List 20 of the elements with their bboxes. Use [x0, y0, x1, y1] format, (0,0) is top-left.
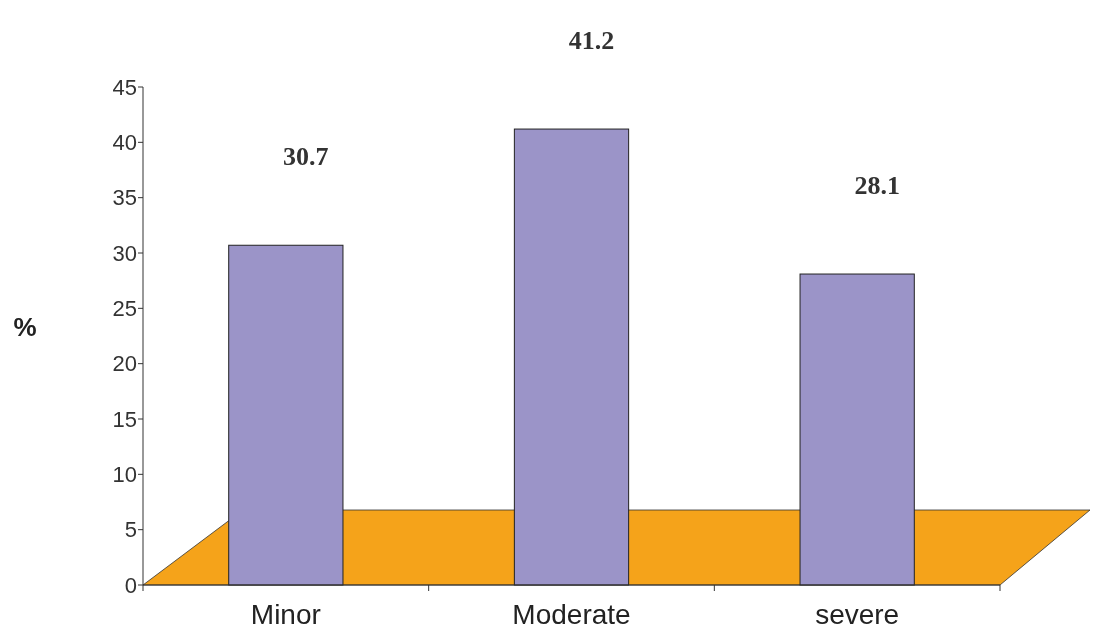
bar — [228, 244, 344, 586]
bar — [513, 128, 630, 586]
y-tick-label: 15 — [112, 406, 137, 432]
y-tick-label: 0 — [124, 572, 137, 598]
y-tick-label: 45 — [112, 74, 137, 100]
bar — [799, 273, 915, 586]
x-tick-label: Moderate — [512, 599, 631, 630]
y-tick-label: 40 — [112, 130, 137, 156]
data-label: 41.2 — [568, 26, 615, 56]
y-tick-label: 35 — [112, 185, 137, 211]
y-tick-label: 20 — [112, 351, 137, 377]
y-tick-label: 25 — [112, 296, 137, 322]
x-tick-label: Minor — [250, 599, 321, 630]
data-label: 28.1 — [854, 171, 900, 201]
y-tick-label: 30 — [112, 240, 137, 266]
y-axis-title: % — [13, 312, 37, 342]
x-tick-label: severe — [815, 599, 900, 630]
y-tick-label: 10 — [112, 462, 137, 488]
data-label: 30.7 — [283, 142, 329, 172]
y-tick-label: 5 — [124, 517, 137, 543]
